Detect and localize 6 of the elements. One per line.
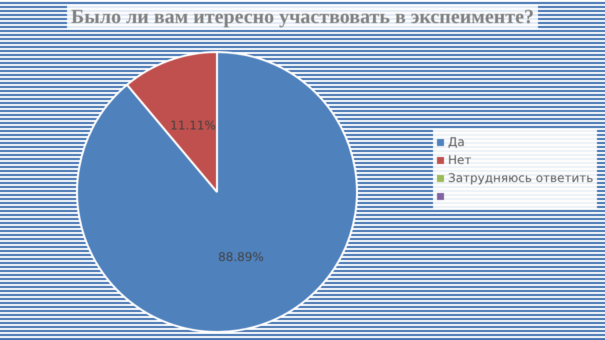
- legend-label: Да: [448, 135, 465, 149]
- data-label: 88.89%: [218, 250, 264, 264]
- data-label: 11.11%: [170, 118, 216, 132]
- legend-label: Нет: [448, 153, 472, 167]
- chart-title: Было ли вам итересно участвовать в экспеименте?: [67, 6, 538, 28]
- legend-label: Затрудняюсь ответить: [448, 171, 594, 185]
